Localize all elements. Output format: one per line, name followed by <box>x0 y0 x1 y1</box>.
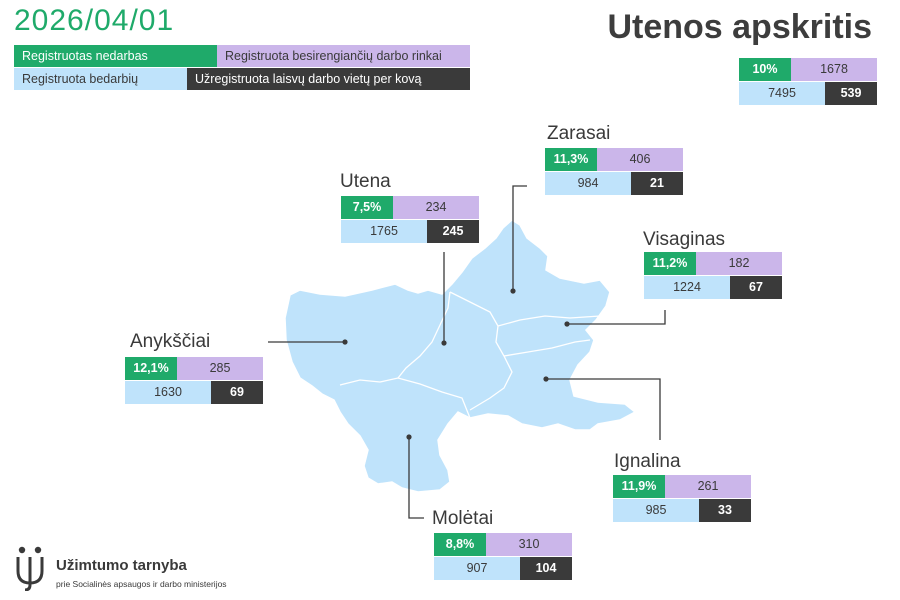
logo: Užimtumo tarnyba prie Socialinės apsaugo… <box>14 545 274 595</box>
zarasai-dot <box>510 288 516 294</box>
anyksciai-job-seekers: 285 <box>177 357 263 380</box>
zarasai-job-seekers: 406 <box>597 148 683 171</box>
district-name-zarasai: Zarasai <box>547 123 611 144</box>
ignalina-dot <box>543 376 549 382</box>
district-name-utena: Utena <box>340 171 391 192</box>
utena-rate: 7,5% <box>341 196 393 219</box>
total-vacancies: 539 <box>825 82 877 105</box>
legend-vacancies: Užregistruota laisvų darbo vietų per kov… <box>187 68 470 90</box>
utena-unemployed: 1765 <box>341 220 427 243</box>
total-unemployed: 7495 <box>739 82 825 105</box>
visaginas-unemployed: 1224 <box>644 276 730 299</box>
district-name-ignalina: Ignalina <box>614 451 681 472</box>
total-rate: 10% <box>739 58 791 81</box>
total-stats-box: 10% 1678 7495 539 <box>739 58 877 105</box>
zarasai-leader-line <box>512 185 527 291</box>
logo-subtitle: prie Socialinės apsaugos ir darbo minist… <box>56 579 227 589</box>
county-outline <box>284 219 637 493</box>
anyksciai-unemployed: 1630 <box>125 381 211 404</box>
district-stats-anyksciai: 12,1% 285 1630 69 <box>125 357 263 404</box>
ignalina-rate: 11,9% <box>613 475 665 498</box>
district-name-moletai: Molėtai <box>432 508 494 529</box>
legend-job-seekers: Registruota besirengiančių darbo rinkai <box>217 45 470 67</box>
moletai-unemployed: 907 <box>434 557 520 580</box>
district-stats-ignalina: 11,9% 261 985 33 <box>613 475 751 522</box>
district-boundary <box>339 377 471 419</box>
ignalina-leader-line <box>546 378 661 440</box>
anyksciai-dot <box>342 339 348 345</box>
visaginas-leader-line <box>567 310 666 325</box>
region-title: Utenos apskritis <box>607 8 872 46</box>
uzimtumo-tarnyba-logo-icon <box>16 546 44 591</box>
district-name-anyksciai: Anykščiai <box>130 331 211 352</box>
district-boundary <box>397 291 451 379</box>
district-stats-zarasai: 11,3% 406 984 21 <box>545 148 683 195</box>
visaginas-rate: 11,2% <box>644 252 696 275</box>
utena-job-seekers: 234 <box>393 196 479 219</box>
utena-vacancies: 245 <box>427 220 479 243</box>
logo-name: Užimtumo tarnyba <box>56 557 187 574</box>
utena-dot <box>441 340 447 346</box>
district-boundary <box>449 291 513 411</box>
visaginas-job-seekers: 182 <box>696 252 782 275</box>
anyksciai-rate: 12,1% <box>125 357 177 380</box>
moletai-vacancies: 104 <box>520 557 572 580</box>
legend: Registruotas nedarbas Registruota besire… <box>14 45 470 91</box>
visaginas-vacancies: 67 <box>730 276 782 299</box>
total-job-seekers: 1678 <box>791 58 877 81</box>
zarasai-unemployed: 984 <box>545 172 631 195</box>
district-name-visaginas: Visaginas <box>643 229 726 250</box>
district-boundary <box>503 339 591 357</box>
moletai-dot <box>406 434 412 440</box>
ignalina-job-seekers: 261 <box>665 475 751 498</box>
visaginas-dot <box>564 321 570 327</box>
moletai-job-seekers: 310 <box>486 533 572 556</box>
date-label: 2026/04/01 <box>14 4 175 37</box>
zarasai-vacancies: 21 <box>631 172 683 195</box>
legend-unemployed: Registruota bedarbių <box>14 68 187 90</box>
legend-unemployment-rate: Registruotas nedarbas <box>14 45 217 67</box>
district-boundary <box>497 315 601 327</box>
zarasai-rate: 11,3% <box>545 148 597 171</box>
moletai-leader-line <box>408 437 424 519</box>
ignalina-vacancies: 33 <box>699 499 751 522</box>
district-stats-utena: 7,5% 234 1765 245 <box>341 196 479 243</box>
moletai-rate: 8,8% <box>434 533 486 556</box>
anyksciai-vacancies: 69 <box>211 381 263 404</box>
district-stats-visaginas: 11,2% 182 1224 67 <box>644 252 782 299</box>
ignalina-unemployed: 985 <box>613 499 699 522</box>
district-stats-moletai: 8,8% 310 907 104 <box>434 533 572 580</box>
